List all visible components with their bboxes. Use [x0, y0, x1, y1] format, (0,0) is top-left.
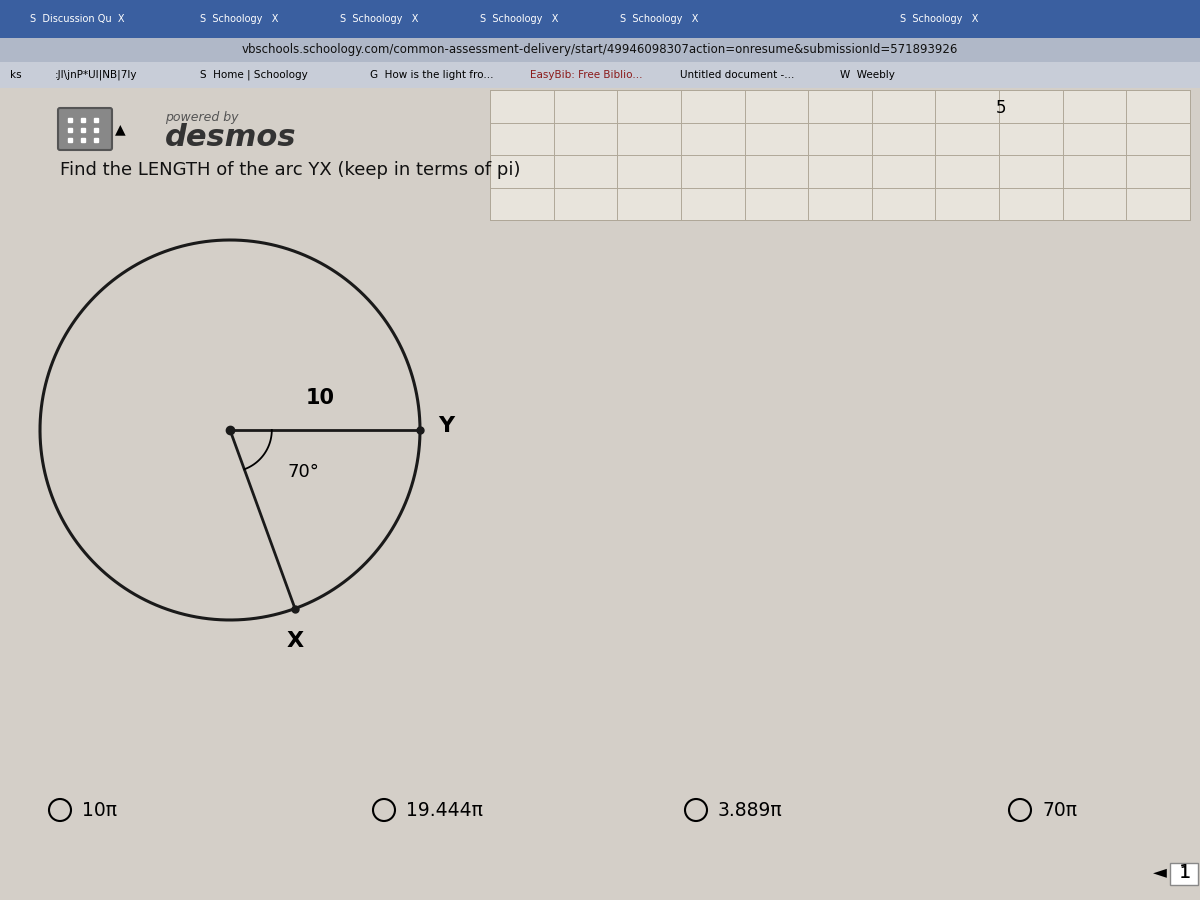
Text: 70π: 70π — [1042, 800, 1078, 820]
Text: desmos: desmos — [166, 123, 296, 152]
Text: Y: Y — [438, 416, 454, 436]
Text: S  Schoology   X: S Schoology X — [200, 14, 278, 24]
Text: 1: 1 — [1180, 867, 1189, 881]
Text: 70°: 70° — [287, 463, 319, 481]
Text: S  Schoology   X: S Schoology X — [340, 14, 419, 24]
Text: 1: 1 — [1178, 862, 1192, 881]
Text: Untitled document -...: Untitled document -... — [680, 70, 794, 80]
FancyBboxPatch shape — [490, 90, 1190, 220]
FancyBboxPatch shape — [0, 0, 1200, 38]
Text: :JI\jnP*UI|NB|7ly: :JI\jnP*UI|NB|7ly — [55, 70, 138, 80]
FancyBboxPatch shape — [0, 62, 1200, 88]
Text: ▲: ▲ — [115, 122, 126, 136]
Text: vbschools.schoology.com/common-assessment-delivery/start/49946098307action=onres: vbschools.schoology.com/common-assessmen… — [242, 43, 958, 57]
FancyBboxPatch shape — [0, 38, 1200, 62]
Text: S  Schoology   X: S Schoology X — [480, 14, 558, 24]
Text: 19.444π: 19.444π — [406, 800, 482, 820]
Text: S  Schoology   X: S Schoology X — [900, 14, 978, 24]
Text: 10: 10 — [306, 388, 335, 408]
Text: S  Schoology   X: S Schoology X — [620, 14, 698, 24]
FancyBboxPatch shape — [58, 108, 112, 150]
Text: powered by: powered by — [166, 111, 239, 123]
Text: 10π: 10π — [82, 800, 118, 820]
Text: X: X — [287, 631, 304, 651]
Text: ks: ks — [10, 70, 22, 80]
FancyBboxPatch shape — [1170, 863, 1198, 885]
Text: S  Home | Schoology: S Home | Schoology — [200, 70, 307, 80]
Text: Find the LENGTH of the arc YX (keep in terms of pi): Find the LENGTH of the arc YX (keep in t… — [60, 161, 521, 179]
Text: 5: 5 — [996, 99, 1007, 117]
Text: G  How is the light fro...: G How is the light fro... — [370, 70, 493, 80]
Text: ◄: ◄ — [1153, 863, 1166, 881]
Text: S  Discussion Qu  X: S Discussion Qu X — [30, 14, 125, 24]
Text: W  Weebly: W Weebly — [840, 70, 895, 80]
Text: EasyBib: Free Biblio...: EasyBib: Free Biblio... — [530, 70, 642, 80]
Text: 3.889π: 3.889π — [718, 800, 782, 820]
